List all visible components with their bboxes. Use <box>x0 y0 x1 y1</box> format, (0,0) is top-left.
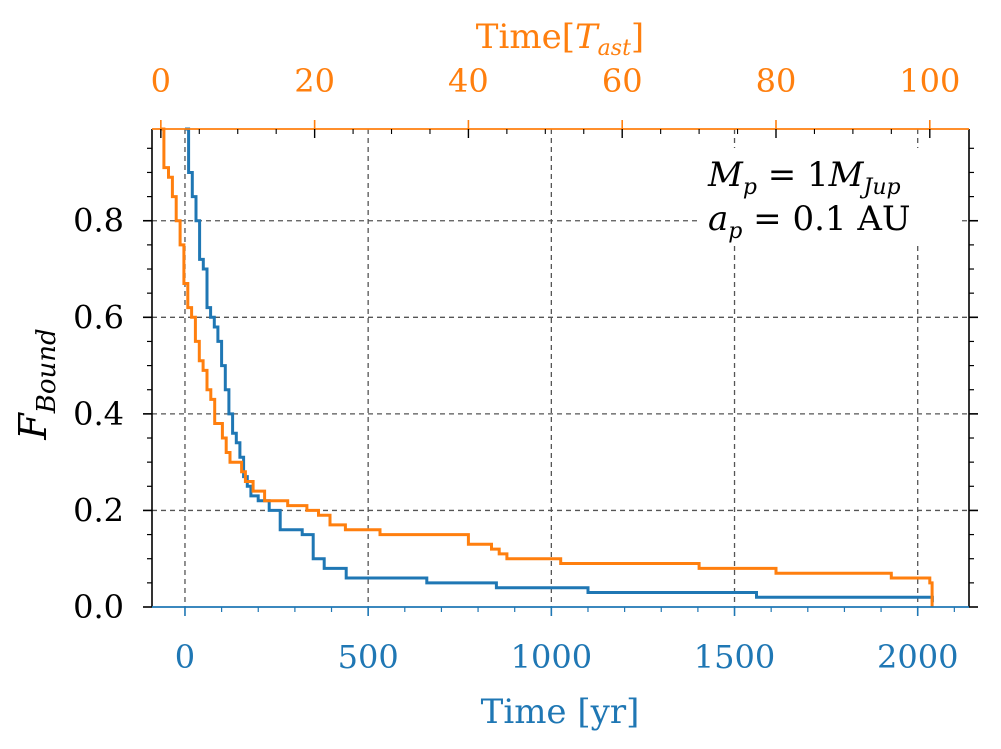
y-axis-label-sub: Bound <box>32 328 62 414</box>
grid-lines <box>152 129 969 607</box>
x-tick-label: 1500 <box>694 638 775 676</box>
y-tick-label: 0.2 <box>73 491 124 529</box>
y-axis-label-symbol: F <box>11 412 55 441</box>
x2-axis-label: Time[Tast] <box>476 17 644 61</box>
x2-tick-label: 80 <box>756 62 797 100</box>
annotation-mass-var: M <box>707 155 744 195</box>
x2-tick-label: 100 <box>899 62 960 100</box>
y-axis-label: FBound <box>11 328 62 440</box>
x2-axis-label-main: Time[ <box>476 17 575 57</box>
y-tick-label: 0.4 <box>73 395 124 433</box>
annotation-mass-eq: = 1 <box>757 155 829 195</box>
series-line-tast <box>160 127 934 607</box>
annotation-semimajor-axis: ap = 0.1 AU <box>708 199 911 244</box>
x2-tick-label: 20 <box>294 62 335 100</box>
annotation-axis-eq: = 0.1 AU <box>742 199 910 239</box>
x2-axis-label-close: ] <box>631 17 644 57</box>
annotation-axis-var-sub: p <box>728 219 742 244</box>
y-tick-label: 0.0 <box>73 588 124 626</box>
annotation-mass-unit-sub: Jup <box>860 175 901 200</box>
annotation-mass: Mp = 1MJup <box>707 155 901 200</box>
x-axis-label: Time [yr] <box>481 692 640 732</box>
annotation-mass-unit: M <box>828 155 865 195</box>
x-tick-label: 1000 <box>511 638 592 676</box>
tick-labels: 0 500 1000 1500 2000 0 20 40 60 80 100 0.0 0.2 0.4 0.6… <box>73 62 960 676</box>
x2-tick-label: 0 <box>151 62 171 100</box>
tick-marks <box>143 120 978 616</box>
x-tick-label: 0 <box>175 638 195 676</box>
annotation-mass-var-sub: p <box>743 175 757 200</box>
x2-tick-label: 40 <box>448 62 489 100</box>
series-group <box>160 127 934 607</box>
y-tick-label: 0.8 <box>73 202 124 240</box>
y-tick-label: 0.6 <box>73 298 124 336</box>
x2-axis-label-symbol: T <box>575 17 600 57</box>
x-tick-label: 500 <box>338 638 399 676</box>
x-tick-label: 2000 <box>877 638 958 676</box>
x2-tick-label: 60 <box>602 62 643 100</box>
x2-axis-label-sub: ast <box>598 36 631 61</box>
series-line-yr <box>185 127 934 603</box>
annotation-axis-var: a <box>708 199 728 239</box>
annotation-box <box>700 148 962 242</box>
